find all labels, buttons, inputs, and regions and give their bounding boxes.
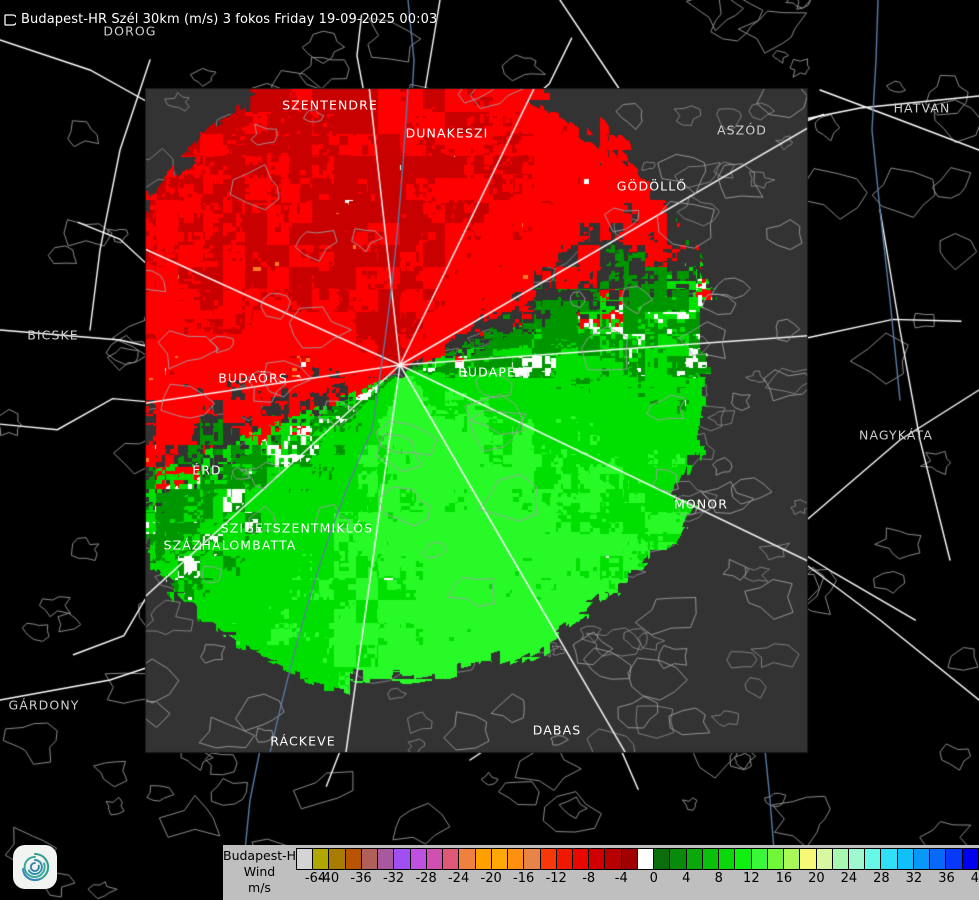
legend-caption-site: Budapest-HR <box>223 848 305 863</box>
legend-tick-11: 0 <box>649 871 658 886</box>
legend-swatch-24 <box>686 849 703 869</box>
legend-swatch-8 <box>426 849 444 869</box>
legend-caption-product: Wind <box>243 864 276 879</box>
legend-tick-16: 20 <box>808 871 825 886</box>
legend-panel: Budapest-HR Wind m/s -64 -40 -36 -32 -28 -24-… <box>223 845 979 900</box>
legend-tick-14: 12 <box>743 871 760 886</box>
legend-tick-18: 28 <box>873 871 890 886</box>
legend-tick-20: 36 <box>938 871 955 886</box>
legend-swatch-19 <box>605 849 622 869</box>
legend-swatch-2 <box>329 849 346 869</box>
legend-swatch-13 <box>508 849 525 869</box>
legend-swatch-20 <box>621 849 638 869</box>
legend-swatch-22 <box>654 849 671 869</box>
legend-swatch-16 <box>556 849 573 869</box>
legend-tick-2: -36 <box>350 871 372 886</box>
legend-swatch-34 <box>848 849 866 869</box>
legend-swatch-37 <box>897 849 914 869</box>
legend-swatch-28 <box>751 849 768 869</box>
legend-tick-4: -28 <box>415 871 437 886</box>
legend-swatch-36 <box>881 849 898 869</box>
legend-swatch-30 <box>784 849 801 869</box>
legend-swatch-11 <box>475 849 492 869</box>
legend-swatch-7 <box>410 849 427 869</box>
legend-tick-0: -64 <box>304 871 327 886</box>
legend-swatch-17 <box>572 849 590 869</box>
legend-swatch-5 <box>378 849 395 869</box>
legend-swatch-12 <box>491 849 509 869</box>
legend-tick-8: -12 <box>545 871 567 886</box>
legend-tick-row: -64 -40 -36 -32 -28 -24 -20 -16 -12 -8 -4 0 4 8 12 16 20… <box>296 871 979 891</box>
radar-sweep-icon <box>3 12 18 26</box>
legend-swatch-14 <box>524 849 541 869</box>
legend-tick-13: 8 <box>714 871 723 886</box>
title-bar: Budapest-HR Szél 30km (m/s) 3 fokos Frid… <box>0 9 437 29</box>
legend-swatch-35 <box>865 849 882 869</box>
legend-swatch-41 <box>962 849 978 869</box>
legend-swatch-21 <box>637 849 655 869</box>
legend-caption: Budapest-HR Wind m/s <box>223 845 305 896</box>
legend-caption-unit: m/s <box>248 880 271 895</box>
legend-tick-6: -20 <box>480 871 502 886</box>
legend-tick-7: -16 <box>513 871 535 886</box>
legend-swatch-27 <box>735 849 752 869</box>
legend-tick-3: -32 <box>382 871 405 886</box>
legend-swatch-9 <box>443 849 460 869</box>
legend-swatch-15 <box>540 849 557 869</box>
legend-swatch-26 <box>719 849 736 869</box>
legend-swatch-23 <box>670 849 687 869</box>
legend-swatch-32 <box>816 849 833 869</box>
legend-color-bar <box>296 848 979 870</box>
legend-tick-10: -4 <box>614 871 628 886</box>
spiral-storm-logo[interactable] <box>13 845 57 889</box>
legend-tick-12: 4 <box>682 871 691 886</box>
legend-swatch-39 <box>930 849 947 869</box>
legend-tick-15: 16 <box>775 871 793 886</box>
legend-swatch-0 <box>297 849 314 869</box>
title-text: Budapest-HR Szél 30km (m/s) 3 fokos Frid… <box>21 11 438 27</box>
legend-swatch-6 <box>394 849 411 869</box>
legend-scale: -64 -40 -36 -32 -28 -24 -20 -16 -12 -8 -4 0 4 8 12 16 20… <box>296 845 979 891</box>
legend-tick-9: -8 <box>582 871 596 886</box>
legend-swatch-25 <box>702 849 720 869</box>
legend-swatch-1 <box>313 849 330 869</box>
legend-swatch-18 <box>589 849 606 869</box>
legend-swatch-40 <box>946 849 963 869</box>
legend-swatch-4 <box>361 849 379 869</box>
legend-swatch-38 <box>913 849 931 869</box>
legend-swatch-31 <box>800 849 817 869</box>
legend-tick-19: 32 <box>905 871 923 886</box>
legend-tick-5: -24 <box>447 871 470 886</box>
legend-tick-21: 40 <box>970 871 979 886</box>
legend-tick-1: -40 <box>317 871 340 886</box>
legend-swatch-33 <box>832 849 849 869</box>
legend-tick-17: 24 <box>840 871 858 886</box>
legend-swatch-3 <box>345 849 362 869</box>
legend-swatch-29 <box>767 849 785 869</box>
legend-swatch-10 <box>459 849 476 869</box>
